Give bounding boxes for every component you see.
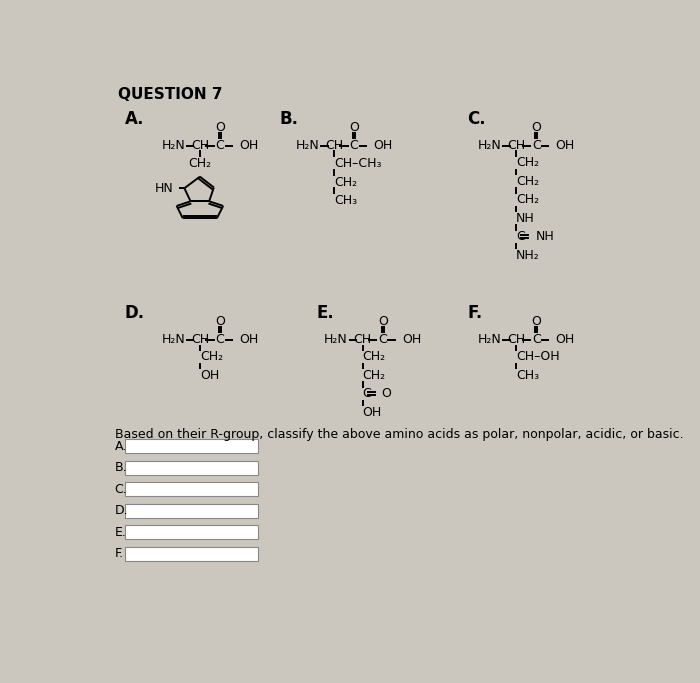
Text: O: O (215, 121, 225, 134)
Text: C: C (216, 139, 225, 152)
Text: OH: OH (556, 333, 575, 346)
Text: C.: C. (115, 483, 127, 496)
Text: OH: OH (402, 333, 421, 346)
Text: B.: B. (280, 110, 299, 128)
Bar (125, 482, 258, 497)
Text: D.: D. (115, 504, 128, 517)
Text: CH–OH: CH–OH (516, 350, 560, 363)
Bar (125, 525, 258, 540)
Text: HN: HN (155, 182, 174, 195)
Text: H₂N: H₂N (477, 333, 501, 346)
Text: F.: F. (468, 304, 482, 322)
Text: NH: NH (536, 230, 554, 243)
Text: C.: C. (468, 110, 486, 128)
Text: QUESTION 7: QUESTION 7 (118, 87, 223, 102)
Text: CH₂: CH₂ (516, 193, 539, 206)
Text: H₂N: H₂N (162, 333, 185, 346)
Text: CH₂: CH₂ (188, 157, 211, 170)
Text: CH₂: CH₂ (516, 156, 539, 169)
Text: C: C (516, 230, 525, 243)
Text: OH: OH (374, 139, 393, 152)
Text: O: O (382, 387, 391, 400)
Text: CH₂: CH₂ (200, 350, 223, 363)
Bar (125, 461, 258, 475)
Text: CH₂: CH₂ (363, 369, 386, 382)
Text: O: O (531, 121, 541, 134)
Text: CH₂: CH₂ (363, 350, 386, 363)
Bar (125, 547, 258, 561)
Text: E.: E. (115, 526, 127, 539)
Text: OH: OH (200, 369, 219, 382)
Bar (125, 504, 258, 518)
Text: H₂N: H₂N (295, 139, 319, 152)
Text: CH–CH₃: CH–CH₃ (334, 157, 382, 170)
Text: OH: OH (363, 406, 382, 419)
Text: O: O (378, 315, 388, 328)
Text: C: C (532, 333, 540, 346)
Text: B.: B. (115, 461, 127, 474)
Text: NH₂: NH₂ (516, 249, 540, 262)
Text: F.: F. (115, 548, 124, 561)
Text: CH: CH (325, 139, 343, 152)
Text: C: C (350, 139, 358, 152)
Bar (125, 439, 258, 453)
Text: OH: OH (556, 139, 575, 152)
Text: NH: NH (516, 212, 535, 225)
Text: CH₂: CH₂ (516, 175, 539, 188)
Text: H₂N: H₂N (477, 139, 501, 152)
Text: C: C (363, 387, 372, 400)
Text: CH₂: CH₂ (334, 176, 357, 189)
Text: A.: A. (125, 110, 144, 128)
Text: CH: CH (191, 139, 209, 152)
Text: CH₃: CH₃ (516, 369, 539, 382)
Text: C: C (216, 333, 225, 346)
Text: A.: A. (115, 440, 127, 453)
Text: H₂N: H₂N (162, 139, 185, 152)
Text: O: O (215, 315, 225, 328)
Text: C: C (532, 139, 540, 152)
Text: CH₃: CH₃ (334, 194, 357, 207)
Text: OH: OH (239, 139, 258, 152)
Text: CH: CH (507, 333, 525, 346)
Text: CH: CH (507, 139, 525, 152)
Text: CH: CH (354, 333, 372, 346)
Text: E.: E. (316, 304, 334, 322)
Text: O: O (531, 315, 541, 328)
Text: OH: OH (239, 333, 258, 346)
Text: CH: CH (191, 333, 209, 346)
Text: Based on their R-group, classify the above amino acids as polar, nonpolar, acidi: Based on their R-group, classify the abo… (115, 428, 683, 441)
Text: D.: D. (125, 304, 145, 322)
Text: H₂N: H₂N (324, 333, 348, 346)
Text: C: C (379, 333, 387, 346)
Text: O: O (349, 121, 359, 134)
